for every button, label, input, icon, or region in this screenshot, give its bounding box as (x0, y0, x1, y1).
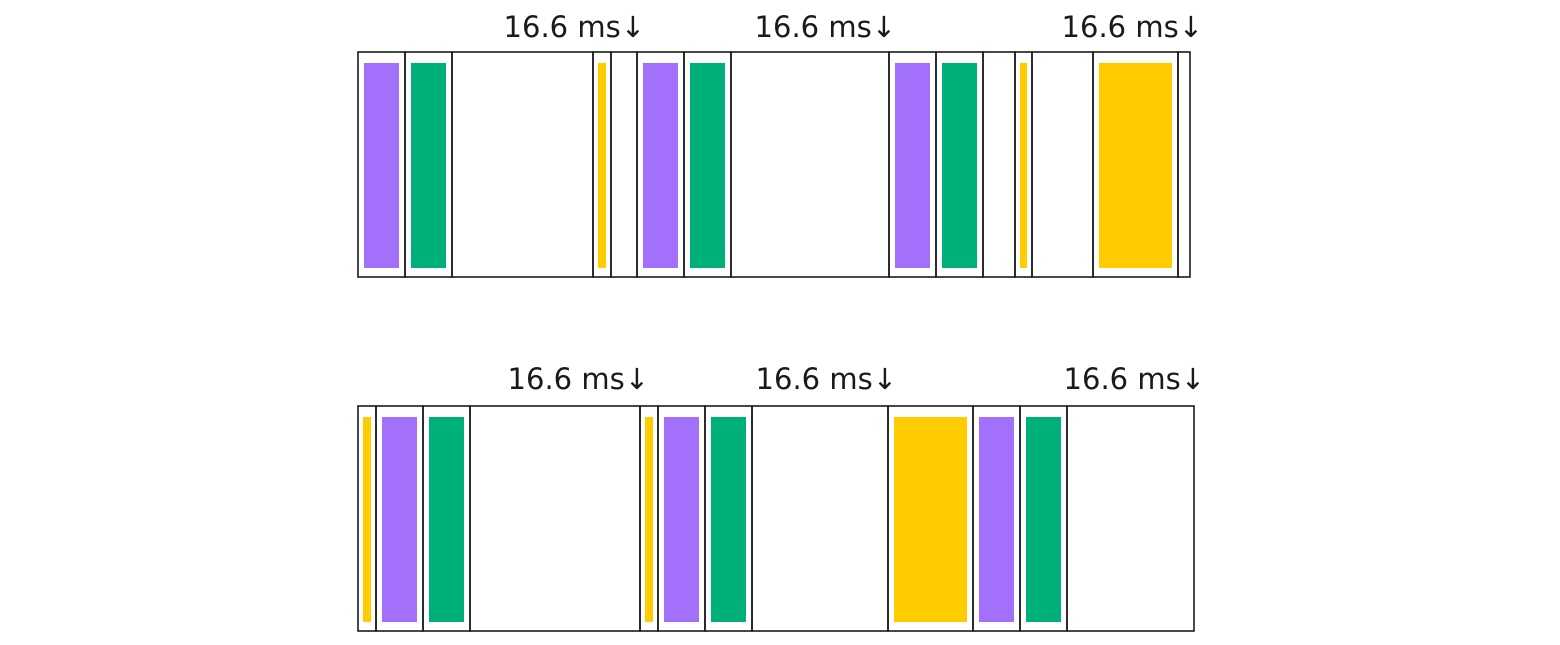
green-task-bar (411, 63, 446, 268)
yellow-task-bar (1099, 63, 1172, 268)
purple-task-bar (979, 417, 1014, 622)
yellow-task-bar (894, 417, 967, 622)
purple-task-bar (895, 63, 930, 268)
yellow-task-bar (1020, 63, 1027, 268)
timeline-segment (1177, 51, 1191, 278)
frame-marker-label: 16.6 ms↓ (504, 10, 645, 44)
timeline-segment (730, 51, 890, 278)
green-task-bar (690, 63, 725, 268)
frame-marker-label: 16.6 ms↓ (1064, 362, 1205, 396)
green-task-bar (1026, 417, 1061, 622)
timeline-segment (469, 405, 641, 632)
green-task-bar (942, 63, 977, 268)
yellow-task-bar (598, 63, 606, 268)
purple-task-bar (382, 417, 417, 622)
frame-marker-label: 16.6 ms↓ (508, 362, 649, 396)
timeline-segments (357, 51, 1191, 278)
timeline-top: 16.6 ms↓ 16.6 ms↓ 16.6 ms↓ (357, 10, 1203, 278)
frame-marker-label: 16.6 ms↓ (1062, 10, 1203, 44)
purple-task-bar (364, 63, 399, 268)
timeline-segment (1066, 405, 1195, 632)
timeline-segment (982, 51, 1016, 278)
purple-task-bar (664, 417, 699, 622)
frame-marker-label: 16.6 ms↓ (756, 362, 897, 396)
frame-marker-label: 16.6 ms↓ (755, 10, 896, 44)
timeline-bottom: 16.6 ms↓ 16.6 ms↓ 16.6 ms↓ (357, 362, 1205, 632)
timeline-segment (751, 405, 889, 632)
timeline-segment (451, 51, 594, 278)
timeline-segment (610, 51, 638, 278)
timeline-segments (357, 405, 1195, 632)
green-task-bar (429, 417, 464, 622)
yellow-task-bar (363, 417, 371, 622)
yellow-task-bar (645, 417, 653, 622)
purple-task-bar (643, 63, 678, 268)
green-task-bar (711, 417, 746, 622)
timeline-segment (1031, 51, 1094, 278)
